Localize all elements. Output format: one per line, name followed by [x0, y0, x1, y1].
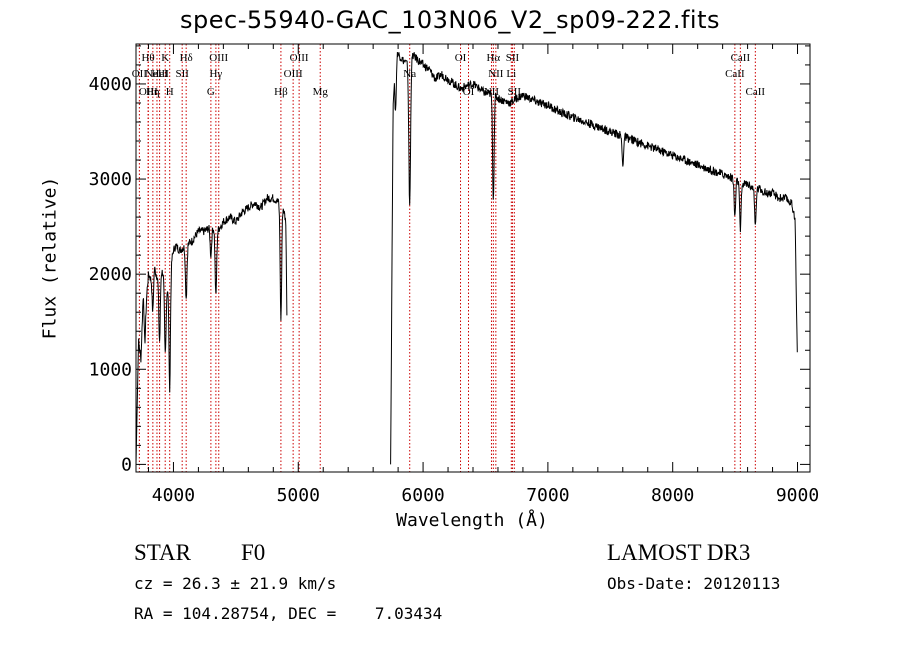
redshift-cz: cz = 26.3 ± 21.9 km/s [134, 574, 337, 593]
line-marker-label: Hβ [274, 86, 288, 98]
y-axis-label: Flux (relative) [39, 176, 61, 340]
chart-title: spec-55940-GAC_103N06_V2_sp09-222.fits [180, 6, 720, 34]
line-marker-label: CaII [746, 86, 766, 98]
x-tick-label: 8000 [651, 485, 694, 506]
spectrum-segment [135, 194, 288, 465]
line-marker-label: NeIII [145, 68, 169, 80]
object-class: STAR [134, 540, 191, 565]
line-marker-label: CaII [725, 68, 745, 80]
line-marker-label: Mg [313, 86, 329, 98]
line-marker-label: OIII [209, 52, 228, 64]
x-tick-label: 9000 [776, 485, 819, 506]
x-tick-label: 7000 [526, 485, 569, 506]
y-tick-label: 4000 [89, 74, 132, 95]
x-tick-label: 5000 [277, 485, 320, 506]
y-tick-label: 3000 [89, 169, 132, 190]
line-marker-label: K [161, 52, 169, 64]
line-marker-label: OIII [139, 86, 158, 98]
survey-name: LAMOST DR3 [607, 540, 751, 565]
line-marker-label: HeI [151, 68, 168, 80]
line-marker-label: SII [506, 52, 520, 64]
line-marker-label: G [207, 86, 215, 98]
line-marker-label: Hα [486, 52, 500, 64]
line-marker-label: NII [488, 68, 504, 80]
coordinates: RA = 104.28754, DEC = 7.03434 [134, 604, 443, 623]
line-marker-label: NII [484, 86, 500, 98]
line-marker-label: SII [508, 86, 522, 98]
line-marker-label: OIII [290, 52, 309, 64]
line-marker-label: CaII [731, 52, 751, 64]
y-tick-label: 0 [121, 454, 132, 475]
observation-date: Obs-Date: 20120113 [607, 574, 781, 593]
line-marker-label: Hγ [209, 68, 222, 80]
line-marker-label: SII [175, 68, 189, 80]
object-subclass: F0 [241, 540, 266, 565]
line-marker-label: Na [403, 68, 416, 80]
line-marker-label: Li [506, 68, 516, 80]
plot-frame [135, 43, 811, 473]
line-marker-label: OI [455, 52, 467, 64]
line-marker-label: Hη [146, 86, 160, 98]
line-marker-label: H [166, 86, 174, 98]
y-tick-label: 2000 [89, 264, 132, 285]
line-marker-label: Hθ [141, 52, 154, 64]
spectrum-segment [390, 51, 798, 465]
line-marker-label: OIII [284, 68, 303, 80]
x-tick-label: 4000 [152, 485, 195, 506]
line-marker-label: OI [463, 86, 475, 98]
y-tick-label: 1000 [89, 359, 132, 380]
x-tick-label: 6000 [401, 485, 444, 506]
x-axis-label: Wavelength (Å) [396, 510, 548, 531]
line-marker-label: OII [132, 68, 148, 80]
line-marker-label: Hδ [180, 52, 193, 64]
